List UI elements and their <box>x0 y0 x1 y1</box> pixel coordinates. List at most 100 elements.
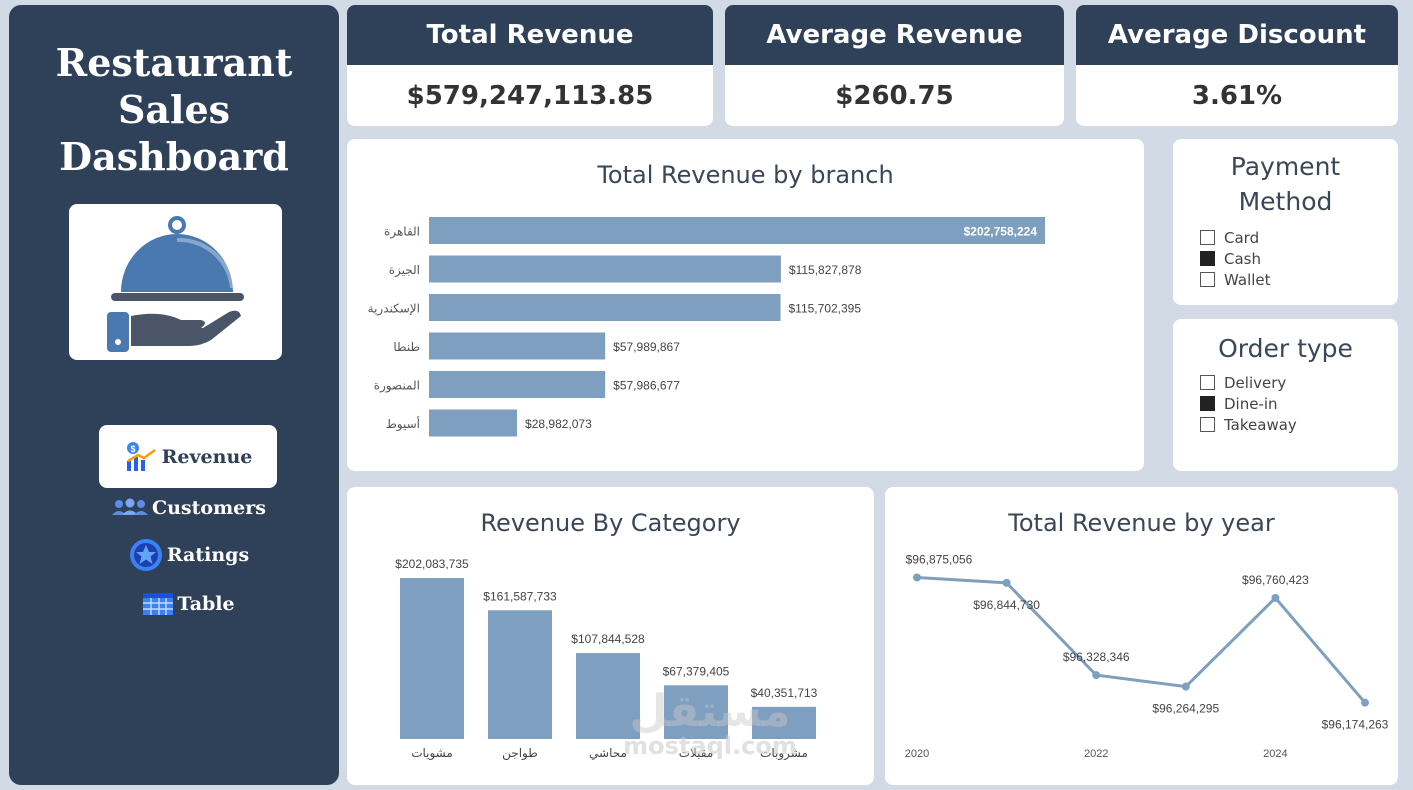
category-bar[interactable] <box>576 653 640 739</box>
branch-data-label: $28,982,073 <box>525 417 592 431</box>
logo <box>69 204 282 360</box>
slicer-title-line: Method <box>1238 187 1333 216</box>
checkbox[interactable] <box>1200 417 1215 432</box>
branch-chart-title: Total Revenue by branch <box>597 161 894 189</box>
year-series-line <box>916 575 1367 704</box>
category-revenue-card: Revenue By Category $202,083,735 مشويات $1… <box>347 487 874 785</box>
slicer-title: Order type <box>1218 334 1353 363</box>
title-line: Restaurant <box>55 40 293 85</box>
kpi-title: Average Discount <box>1076 5 1398 65</box>
year-chart-title: Total Revenue by year <box>1008 509 1275 537</box>
star-icon <box>129 539 162 571</box>
category-axis-label: مشويات <box>411 746 453 761</box>
kpi-value: $579,247,113.85 <box>406 81 654 111</box>
option-label: Wallet <box>1224 270 1271 289</box>
category-axis-label: مقبلات <box>679 746 714 760</box>
year-data-point[interactable] <box>1271 593 1280 602</box>
branch-bar[interactable] <box>429 294 781 321</box>
customers-icon <box>112 498 148 515</box>
slicer-option-dine-in[interactable]: Dine-in <box>1200 393 1398 414</box>
year-data-point[interactable] <box>1092 671 1101 680</box>
year-data-point[interactable] <box>913 573 921 582</box>
category-chart-title: Revenue By Category <box>480 509 741 537</box>
slicer-option-cash[interactable]: Cash <box>1200 248 1398 269</box>
branch-data-label: $57,989,867 <box>613 340 680 354</box>
category-axis-label: طواجن <box>502 746 538 761</box>
branch-category-label: الإسكندرية <box>368 302 420 317</box>
kpi-average-revenue: Average Revenue $260.75 <box>725 5 1064 126</box>
kpi-average-discount: Average Discount 3.61% <box>1076 5 1398 126</box>
slicer-option-takeaway[interactable]: Takeaway <box>1200 414 1398 435</box>
slicer-title: Payment Method <box>1173 149 1398 219</box>
table-icon <box>143 593 174 615</box>
slicer-title-line: Payment <box>1230 152 1341 181</box>
kpi-title: Average Revenue <box>725 5 1064 65</box>
slicer-option-delivery[interactable]: Delivery <box>1200 372 1398 393</box>
sidebar: Restaurant Sales Dashboard $ Revenue <box>9 5 339 785</box>
payment-method-slicer: Payment Method Card Cash Wallet <box>1173 139 1398 305</box>
checkbox[interactable] <box>1200 251 1215 266</box>
nav-table-button[interactable]: Table <box>129 590 249 618</box>
option-label: Takeaway <box>1224 415 1297 434</box>
branch-bar[interactable] <box>429 371 606 398</box>
year-tick-label: 2020 <box>905 748 929 760</box>
category-bar[interactable] <box>488 610 552 739</box>
year-data-label: $96,174,263 <box>1322 718 1389 732</box>
nav-ratings-label: Ratings <box>166 544 250 566</box>
revenue-chart-icon: $ <box>126 441 156 471</box>
slicer-option-wallet[interactable]: Wallet <box>1200 269 1398 290</box>
category-data-label: $107,844,528 <box>571 632 645 646</box>
branch-bar[interactable] <box>429 255 781 283</box>
year-tick-label: 2024 <box>1263 748 1287 760</box>
kpi-title: Total Revenue <box>347 5 713 65</box>
serving-cloche-icon <box>107 216 244 352</box>
dashboard-title: Restaurant Sales Dashboard <box>9 39 339 180</box>
nav-revenue-label: Revenue <box>161 445 253 468</box>
year-data-label: $96,264,295 <box>1152 702 1219 716</box>
kpi-value: 3.61% <box>1191 81 1283 111</box>
year-data-point[interactable] <box>1181 682 1190 691</box>
nav-customers-button[interactable]: Customers <box>109 495 269 521</box>
branch-category-label: طنطا <box>393 340 420 354</box>
branch-bar[interactable] <box>429 217 1045 244</box>
checkbox[interactable] <box>1200 375 1215 390</box>
category-bar[interactable] <box>400 578 464 739</box>
kpi-total-revenue: Total Revenue $579,247,113.85 <box>347 5 713 126</box>
branch-bar[interactable] <box>429 332 606 360</box>
nav-revenue-button[interactable]: $ Revenue <box>99 425 277 488</box>
year-data-label: $96,760,423 <box>1242 573 1309 587</box>
option-label: Delivery <box>1224 373 1287 392</box>
category-data-label: $202,083,735 <box>395 557 469 571</box>
option-label: Dine-in <box>1224 394 1278 413</box>
checkbox[interactable] <box>1200 230 1215 245</box>
category-axis-label: مشروبات <box>760 746 808 761</box>
svg-text:$: $ <box>130 444 135 454</box>
option-label: Cash <box>1224 249 1261 268</box>
branch-bar-chart: القاهرة $202,758,224 الجيزة $115,827,878 الإ… <box>368 217 1045 437</box>
year-data-point[interactable] <box>1361 698 1369 707</box>
checkbox[interactable] <box>1200 396 1215 411</box>
category-data-label: $67,379,405 <box>663 664 730 678</box>
kpi-value: $260.75 <box>835 81 954 111</box>
category-bar[interactable] <box>664 685 728 739</box>
branch-bar[interactable] <box>429 409 518 437</box>
year-data-point[interactable] <box>1002 578 1011 587</box>
slicer-option-card[interactable]: Card <box>1200 227 1398 248</box>
year-line-chart: $96,875,056 $96,844,730 $96,328,346 $96,264… <box>905 552 1389 760</box>
branch-data-label: $202,758,224 <box>964 225 1038 239</box>
category-bar[interactable] <box>752 706 816 739</box>
checkbox[interactable] <box>1200 272 1215 287</box>
title-line: Sales <box>117 87 231 132</box>
year-data-label: $96,875,056 <box>906 552 973 566</box>
year-data-label: $96,328,346 <box>1063 650 1130 664</box>
branch-category-label: الجيزة <box>389 263 420 278</box>
nav-customers-label: Customers <box>152 497 266 519</box>
year-revenue-card: Total Revenue by year $96,875,056 $96,844… <box>885 487 1398 785</box>
year-tick-label: 2022 <box>1084 748 1108 760</box>
branch-category-label: القاهرة <box>384 225 420 240</box>
nav-ratings-button[interactable]: Ratings <box>119 538 259 572</box>
option-label: Card <box>1224 228 1260 247</box>
category-axis-label: محاشي <box>589 746 627 760</box>
order-type-slicer: Order type Delivery Dine-in Takeaway <box>1173 319 1398 471</box>
nav-table-label: Table <box>177 593 235 615</box>
